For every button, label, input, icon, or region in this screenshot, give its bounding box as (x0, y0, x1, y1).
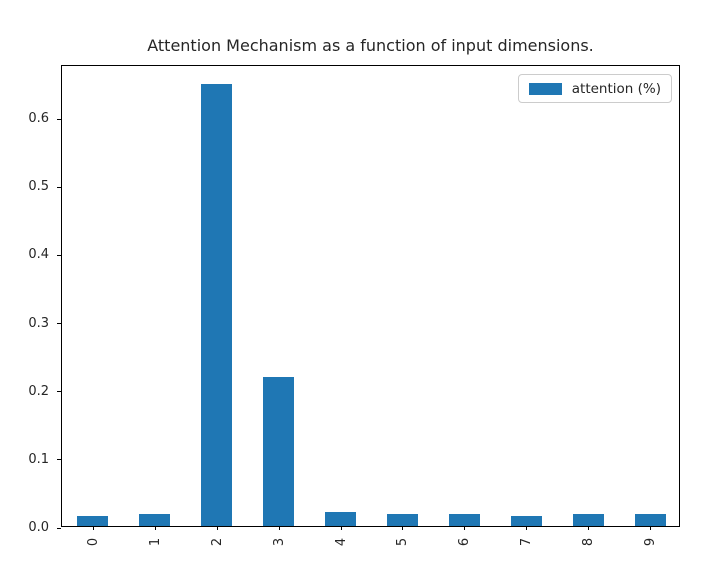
bar-2 (201, 83, 233, 526)
y-tick-mark (57, 254, 61, 256)
x-tick-label: 5 (394, 537, 410, 547)
x-tick-mark (464, 526, 466, 530)
bar-6 (448, 514, 480, 526)
x-tick-label: 8 (580, 537, 596, 547)
y-tick-mark (57, 118, 61, 120)
y-tick-mark (57, 459, 61, 461)
x-tick-mark (216, 526, 218, 530)
x-tick-label: 3 (271, 537, 287, 547)
bar-5 (386, 514, 418, 526)
x-tick-mark (340, 526, 342, 530)
y-tick-mark (57, 391, 61, 393)
y-tick-mark (57, 527, 61, 529)
y-tick-label: 0.3 (28, 315, 49, 331)
bar-7 (510, 516, 542, 526)
y-tick-mark (57, 323, 61, 325)
x-tick-mark (278, 526, 280, 530)
plot-area: attention (%) 0 1 2 3 4 5 6 7 8 9 0.0 0.1 0.2 0.3 0.4 0… (28, 65, 680, 546)
x-tick-label: 7 (518, 537, 534, 547)
bar-9 (634, 514, 666, 526)
legend-label: attention (%) (571, 80, 661, 97)
legend: attention (%) (517, 74, 672, 103)
x-tick-label: 2 (209, 537, 225, 547)
x-tick-mark (526, 526, 528, 530)
bar-3 (263, 376, 295, 526)
x-tick-mark (650, 526, 652, 530)
legend-swatch-icon (528, 82, 562, 95)
bar-8 (572, 513, 604, 526)
y-tick-label: 0.6 (28, 111, 49, 127)
x-tick-label: 0 (85, 537, 101, 547)
y-tick-mark (57, 186, 61, 188)
y-tick-label: 0.5 (28, 179, 49, 195)
x-tick-mark (588, 526, 590, 530)
x-tick-mark (92, 526, 94, 530)
bar-1 (139, 513, 171, 526)
y-tick-label: 0.4 (28, 247, 49, 263)
y-tick-label: 0.0 (28, 520, 49, 535)
x-tick-mark (402, 526, 404, 530)
x-tick-label: 6 (456, 537, 472, 547)
x-tick-mark (154, 526, 156, 530)
x-tick-label: 9 (642, 537, 658, 547)
bar-0 (77, 515, 109, 526)
y-tick-label: 0.2 (28, 383, 49, 399)
chart-title: Attention Mechanism as a function of inp… (147, 36, 594, 55)
y-tick-label: 0.1 (28, 451, 49, 467)
bar-4 (325, 512, 356, 526)
x-tick-label: 4 (333, 537, 349, 547)
x-tick-label: 1 (147, 537, 163, 547)
